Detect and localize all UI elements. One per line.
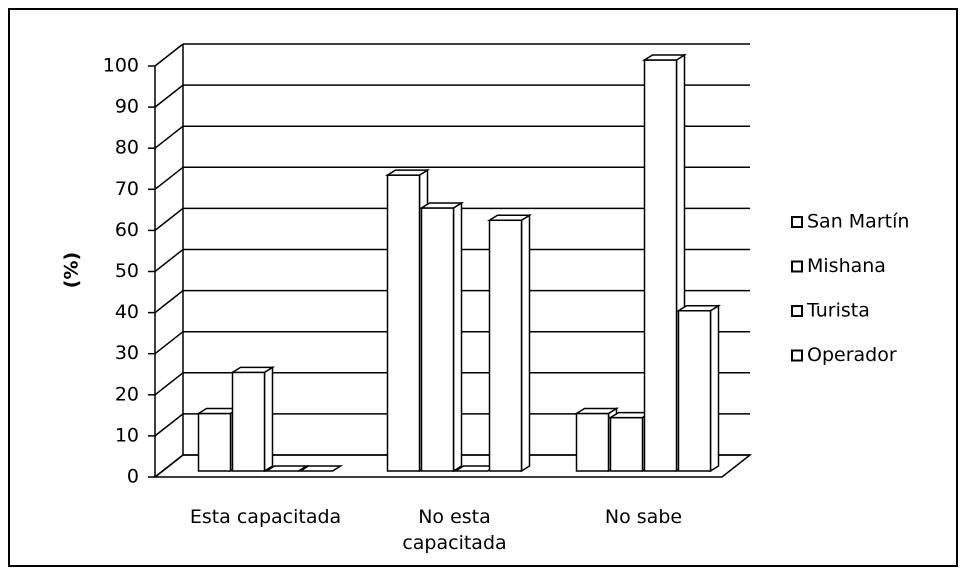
legend-label: Mishana [807,255,886,277]
bar-face [386,174,421,472]
bar [486,213,533,473]
x-tick-label: No esta capacitada [402,506,507,554]
grid-line [154,454,184,478]
y-axis-label: (%) [61,252,83,288]
grid-line [154,84,184,108]
x-tick-label: Esta capacitada [189,506,342,528]
bar-face [675,304,722,312]
x-tick-label: No sabe [604,506,683,528]
bar-face [709,304,720,473]
legend-marker [791,260,803,273]
bar-face [575,412,610,472]
bar [675,304,722,473]
grid-line [154,413,184,437]
y-tick-label: 60 [115,219,139,241]
y-tick-label: 70 [115,178,139,200]
y-tick-label: 80 [115,137,139,159]
bar-face [197,412,232,472]
legend-label: Turista [806,300,870,322]
y-tick-label: 50 [115,260,139,282]
y-tick-label: 90 [115,96,139,118]
bar-face [641,54,688,61]
bar-face [229,366,276,374]
grid-line [154,248,184,273]
grid-line [154,331,184,355]
legend-marker [791,305,803,317]
bar [229,366,276,473]
bar-face [263,366,274,473]
y-tick-label: 20 [115,383,139,405]
grid-line [154,372,184,396]
bar-face [384,169,431,176]
bar-face [263,465,310,472]
y-tick-label: 100 [103,55,139,77]
bar-face [452,201,463,473]
y-tick-label: 40 [115,301,139,323]
bar [418,201,465,473]
bar-face [643,59,678,472]
bar [263,465,310,472]
bar-face [231,371,266,472]
bar-face [486,214,533,222]
y-tick-label: 0 [127,466,139,488]
grid-line [154,207,184,231]
y-tick-label: 10 [115,424,139,446]
bar-face [520,213,531,473]
bar-face [609,416,644,472]
grid-line [154,125,184,149]
legend-label: San Martín [807,211,909,233]
legend-marker [791,216,803,228]
grid-line [154,290,184,314]
y-tick-label: 30 [115,342,139,364]
bar-face [488,219,523,472]
legend-label: Operador [807,344,897,366]
bar-face [418,202,465,209]
bar-face [297,465,344,472]
grid-line [154,43,184,67]
bar-face [420,207,455,472]
legend-marker [791,349,803,362]
bar-face [573,407,620,415]
bar [297,465,344,472]
frame [8,8,958,567]
bar-face [677,309,712,472]
grid-line [154,166,184,190]
